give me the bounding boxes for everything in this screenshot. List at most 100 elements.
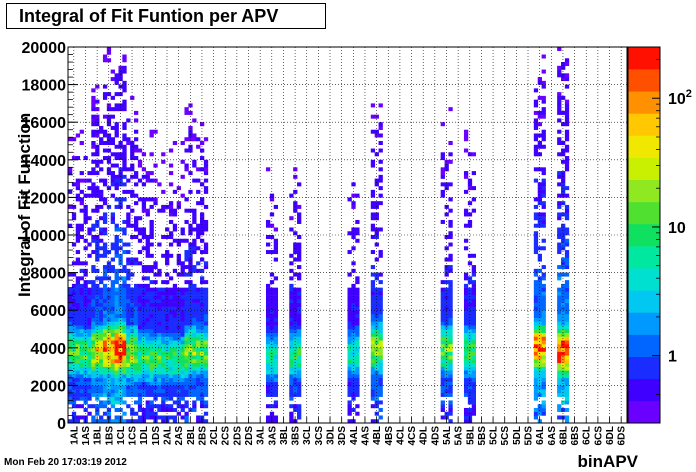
heatmap-cell <box>269 298 275 303</box>
heatmap-cell <box>95 295 100 300</box>
heatmap-cell <box>269 389 275 394</box>
heatmap-cell <box>541 306 546 311</box>
heatmap-cell <box>153 265 158 270</box>
heatmap-cell <box>79 336 84 341</box>
heatmap-cell <box>378 178 383 183</box>
heatmap-cell <box>133 351 139 356</box>
heatmap-cell <box>564 58 570 63</box>
heatmap-cell <box>188 407 193 412</box>
heatmap-cell <box>471 400 476 405</box>
heatmap-cell <box>557 204 562 209</box>
heatmap-cell <box>153 325 158 330</box>
heatmap-cell <box>102 148 108 153</box>
heatmap-cell <box>180 377 185 382</box>
heatmap-cell <box>106 340 112 345</box>
heatmap-cell <box>180 389 185 394</box>
heatmap-cell <box>374 359 379 364</box>
heatmap-cell <box>199 302 205 307</box>
heatmap-cell <box>192 389 197 394</box>
heatmap-cell <box>137 332 143 337</box>
heatmap-cell <box>149 178 154 183</box>
heatmap-cell <box>149 253 154 258</box>
heatmap-cell <box>448 351 453 356</box>
heatmap-cell <box>448 257 453 262</box>
heatmap-cell <box>265 302 271 307</box>
heatmap-cell <box>184 321 189 326</box>
heatmap-cell <box>355 238 360 243</box>
heatmap-cell <box>347 295 352 300</box>
heatmap-cell <box>137 366 143 371</box>
heatmap-cell <box>83 407 88 412</box>
heatmap-cell <box>133 392 139 397</box>
heatmap-cell <box>122 265 127 270</box>
heatmap-cell <box>122 227 127 232</box>
heatmap-cell <box>99 216 104 221</box>
heatmap-cell <box>370 419 376 424</box>
heatmap-cell <box>99 355 104 360</box>
heatmap-cell <box>273 370 279 375</box>
heatmap-cell <box>370 344 376 349</box>
heatmap-cell <box>161 302 166 307</box>
heatmap-cell <box>463 295 469 300</box>
heatmap-cell <box>297 407 302 412</box>
heatmap-cell <box>370 287 376 292</box>
heatmap-cell <box>533 167 539 172</box>
heatmap-cell <box>196 374 201 379</box>
heatmap-cell <box>557 103 562 108</box>
heatmap-cell <box>533 133 539 138</box>
heatmap-cell <box>471 362 476 367</box>
heatmap-cell <box>99 178 104 183</box>
heatmap-cell <box>297 351 302 356</box>
heatmap-cell <box>463 310 469 315</box>
heatmap-cell <box>126 370 131 375</box>
heatmap-cell <box>192 242 197 247</box>
heatmap-cell <box>99 159 104 164</box>
heatmap-cell <box>444 392 449 397</box>
heatmap-cell <box>75 193 81 198</box>
heatmap-cell <box>564 103 570 108</box>
heatmap-cell <box>378 362 383 367</box>
heatmap-cell <box>83 295 88 300</box>
heatmap-cell <box>122 351 127 356</box>
heatmap-cell <box>203 242 209 247</box>
heatmap-cell <box>537 332 542 337</box>
heatmap-cell <box>203 347 209 352</box>
heatmap-cell <box>114 227 119 232</box>
heatmap-cell <box>137 419 143 424</box>
heatmap-cell <box>176 404 181 409</box>
heatmap-cell <box>297 204 302 209</box>
heatmap-cell <box>68 302 73 307</box>
heatmap-cell <box>561 95 566 100</box>
heatmap-cell <box>471 355 476 360</box>
heatmap-cell <box>75 238 81 243</box>
heatmap-cell <box>176 385 181 390</box>
heatmap-cell <box>561 178 566 183</box>
heatmap-cell <box>133 321 139 326</box>
heatmap-cell <box>203 163 209 168</box>
heatmap-cell <box>149 389 154 394</box>
heatmap-cell <box>180 227 185 232</box>
heatmap-cell <box>106 370 112 375</box>
heatmap-cell <box>99 280 104 285</box>
heatmap-cell <box>114 317 119 322</box>
heatmap-cell <box>448 411 453 416</box>
heatmap-cell <box>463 407 469 412</box>
heatmap-cell <box>133 389 139 394</box>
heatmap-cell <box>541 385 546 390</box>
heatmap-cell <box>168 336 174 341</box>
heatmap-cell <box>149 336 154 341</box>
heatmap-cell <box>561 295 566 300</box>
heatmap-cell <box>79 295 84 300</box>
heatmap-cell <box>564 389 570 394</box>
heatmap-cell <box>137 407 143 412</box>
heatmap-cell <box>91 377 96 382</box>
heatmap-cell <box>347 392 352 397</box>
heatmap-cell <box>172 407 178 412</box>
heatmap-cell <box>68 321 73 326</box>
heatmap-cell <box>440 298 445 303</box>
heatmap-cell <box>370 265 376 270</box>
heatmap-cell <box>351 317 356 322</box>
heatmap-cell <box>118 65 123 70</box>
heatmap-cell <box>114 344 119 349</box>
x-tick-label: 2DS <box>244 426 255 446</box>
